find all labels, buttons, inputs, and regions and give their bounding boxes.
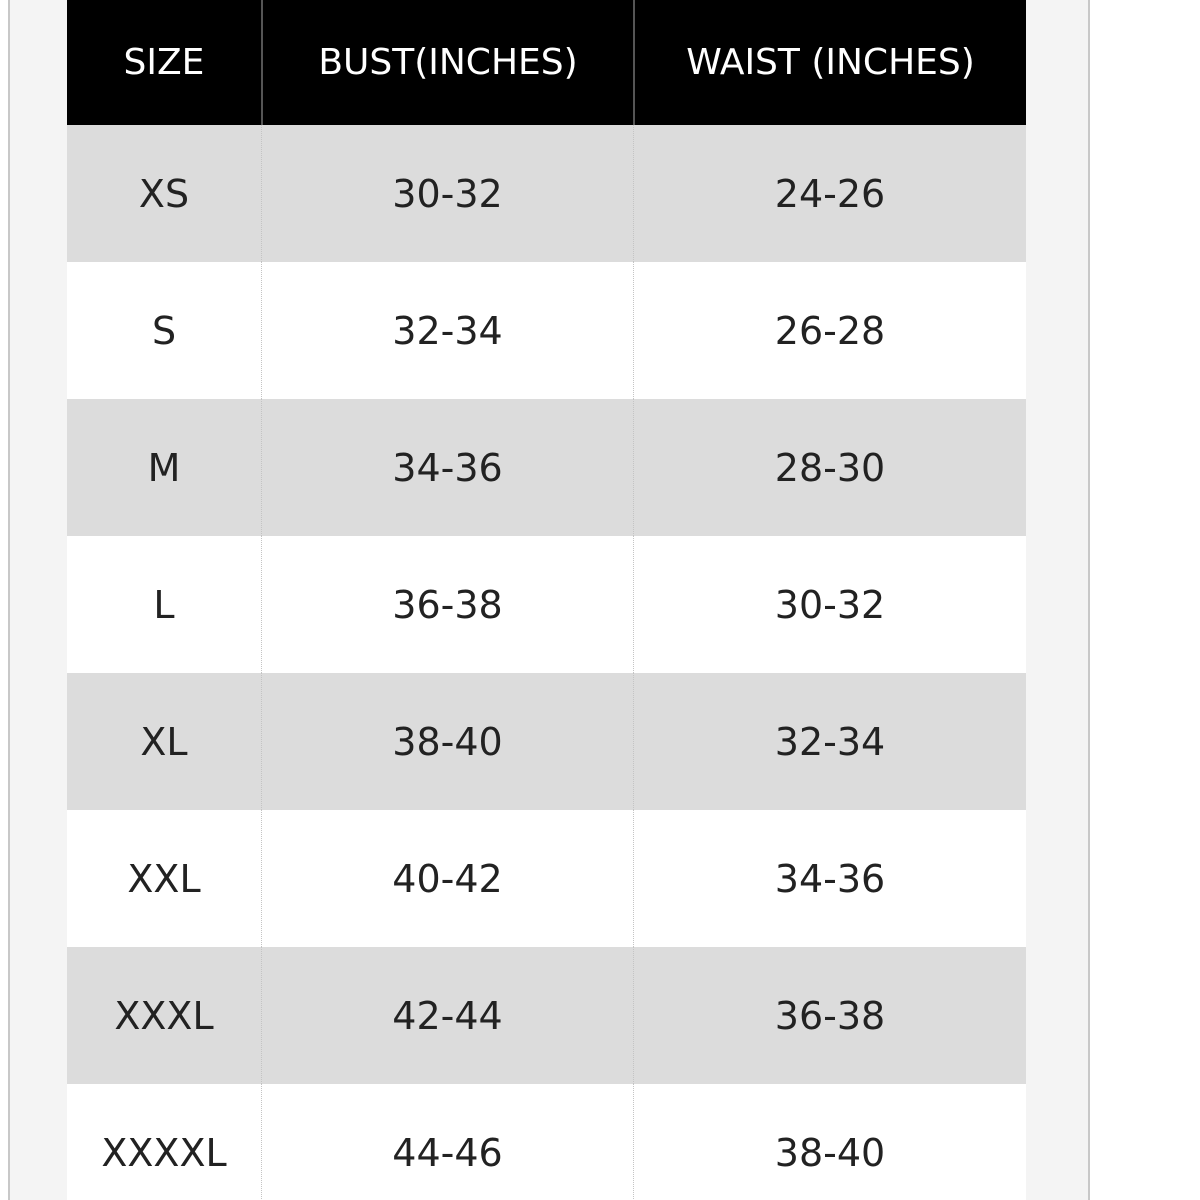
table-row: L 36-38 30-32: [67, 536, 1026, 673]
header-cell: BUST(INCHES): [261, 0, 633, 125]
table-cell: 34-36: [261, 399, 633, 536]
table-cell: 36-38: [633, 947, 1026, 1084]
table-cell: M: [67, 399, 261, 536]
table-cell: 38-40: [633, 1084, 1026, 1200]
table-row: XXXXL 44-46 38-40: [67, 1084, 1026, 1200]
table-cell: 30-32: [261, 125, 633, 262]
table-cell: XXXXL: [67, 1084, 261, 1200]
table-cell: 32-34: [261, 262, 633, 399]
table-cell: 28-30: [633, 399, 1026, 536]
table-cell: L: [67, 536, 261, 673]
table-cell: 30-32: [633, 536, 1026, 673]
table-cell: XXL: [67, 810, 261, 947]
table-cell: 32-34: [633, 673, 1026, 810]
size-table: SIZE BUST(INCHES) WAIST (INCHES) XS 30-32 24-…: [67, 0, 1026, 1200]
table-row: XXXL 42-44 36-38: [67, 947, 1026, 1084]
table-cell: XL: [67, 673, 261, 810]
header-row: SIZE BUST(INCHES) WAIST (INCHES): [67, 0, 1026, 125]
table-cell: XXXL: [67, 947, 261, 1084]
table-row: XS 30-32 24-26: [67, 125, 1026, 262]
table-row: XL 38-40 32-34: [67, 673, 1026, 810]
table-cell: 38-40: [261, 673, 633, 810]
table-cell: S: [67, 262, 261, 399]
header-cell: SIZE: [67, 0, 261, 125]
header-cell: WAIST (INCHES): [633, 0, 1026, 125]
table-cell: 36-38: [261, 536, 633, 673]
table-cell: 34-36: [633, 810, 1026, 947]
table-cell: 40-42: [261, 810, 633, 947]
table-row: XXL 40-42 34-36: [67, 810, 1026, 947]
table-cell: 44-46: [261, 1084, 633, 1200]
table-row: S 32-34 26-28: [67, 262, 1026, 399]
table-cell: 42-44: [261, 947, 633, 1084]
table-cell: 26-28: [633, 262, 1026, 399]
table-cell: XS: [67, 125, 261, 262]
table-row: M 34-36 28-30: [67, 399, 1026, 536]
table-cell: 24-26: [633, 125, 1026, 262]
